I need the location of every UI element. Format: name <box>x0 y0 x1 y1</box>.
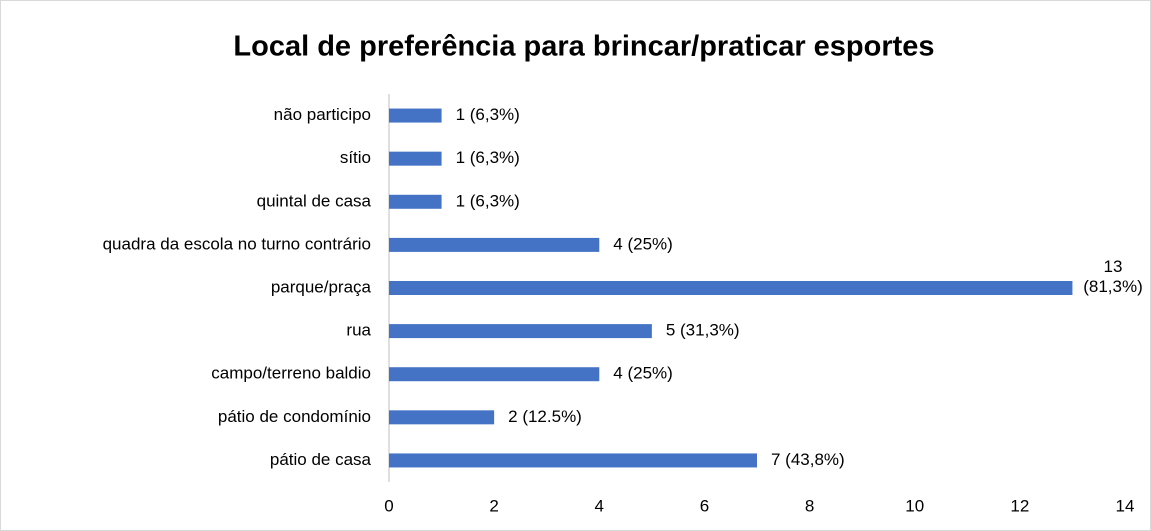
value-label: 4 (25%) <box>613 234 673 253</box>
y-tick-label: não participo <box>274 105 371 124</box>
y-tick-label: pátio de casa <box>270 450 372 469</box>
value-label: 5 (31,3%) <box>666 321 740 340</box>
value-label: 4 (25%) <box>613 364 673 383</box>
bar <box>389 367 600 382</box>
x-tick-label: 8 <box>805 496 814 515</box>
y-tick-label: quintal de casa <box>257 191 372 210</box>
bar <box>389 324 652 339</box>
x-tick-label: 4 <box>595 496 604 515</box>
bar <box>389 410 495 425</box>
x-tick-label: 14 <box>1116 496 1135 515</box>
y-tick-label: campo/terreno baldio <box>211 364 371 383</box>
x-tick-label: 10 <box>905 496 924 515</box>
y-tick-label: parque/praça <box>271 277 372 296</box>
x-tick-label: 12 <box>1010 496 1029 515</box>
value-label: 1 (6,3%) <box>456 191 520 210</box>
value-label: 7 (43,8%) <box>771 450 845 469</box>
bar <box>389 194 442 209</box>
x-tick-label: 2 <box>489 496 498 515</box>
value-label: 1 (6,3%) <box>456 105 520 124</box>
bar <box>389 237 600 252</box>
bar <box>389 453 757 468</box>
y-tick-label: rua <box>346 321 371 340</box>
y-tick-label: sítio <box>340 148 371 167</box>
x-tick-label: 0 <box>384 496 393 515</box>
y-tick-label: pátio de condomínio <box>218 407 371 426</box>
value-label: 1 (6,3%) <box>456 148 520 167</box>
chart-title: Local de preferência para brincar/pratic… <box>233 31 934 63</box>
bar <box>389 108 442 123</box>
bar <box>389 281 1073 295</box>
bar <box>389 151 442 166</box>
value-label: 2 (12.5%) <box>508 407 582 426</box>
x-tick-label: 6 <box>700 496 709 515</box>
y-tick-label: quadra da escola no turno contrário <box>103 234 371 253</box>
value-label: 13 (81,3%) <box>1083 257 1143 296</box>
